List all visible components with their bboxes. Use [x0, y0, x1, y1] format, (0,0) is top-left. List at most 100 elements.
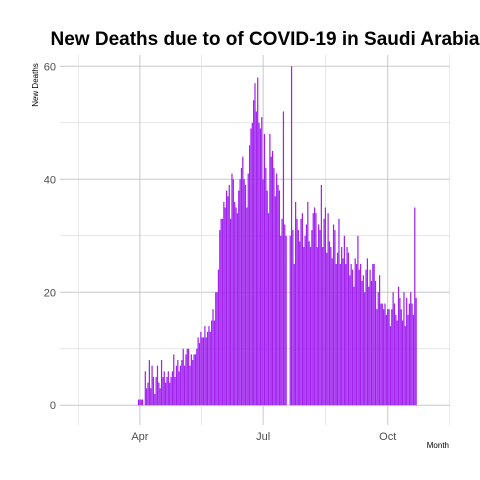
bar: [372, 264, 374, 406]
bar: [376, 309, 378, 406]
bar: [395, 314, 397, 406]
bar: [334, 230, 336, 406]
bar: [301, 213, 304, 406]
bar: [230, 218, 232, 406]
bar: [173, 354, 175, 406]
bar: [336, 252, 339, 406]
bar: [393, 303, 396, 406]
bar: [318, 224, 320, 406]
bar: [397, 286, 400, 406]
bar: [415, 297, 417, 406]
bar: [179, 365, 182, 406]
bar: [373, 264, 375, 406]
bar: [265, 167, 267, 406]
bar: [204, 326, 206, 406]
bar: [338, 218, 340, 406]
bar: [200, 331, 202, 406]
bar: [248, 145, 251, 406]
bar: [339, 264, 341, 406]
bar: [354, 258, 356, 406]
bar: [312, 213, 314, 406]
bar: [285, 235, 287, 406]
bar: [225, 190, 228, 406]
bar: [307, 201, 309, 406]
bar: [381, 303, 383, 406]
bar: [304, 235, 306, 406]
bar: [322, 247, 324, 406]
bar: [289, 235, 291, 406]
bar: [170, 376, 172, 406]
bar: [328, 241, 331, 406]
bar: [309, 247, 312, 406]
bar: [190, 354, 192, 406]
bar: [219, 230, 221, 406]
bar: [239, 179, 241, 406]
y-tick-label: 20: [44, 287, 56, 299]
bar: [242, 156, 244, 406]
bar: [211, 320, 213, 406]
bar: [368, 286, 370, 406]
bar: [380, 303, 382, 406]
bar: [357, 235, 359, 406]
bar: [331, 258, 333, 406]
bar: [160, 360, 163, 406]
bar: [197, 337, 199, 406]
bar: [251, 122, 253, 406]
bar: [341, 247, 343, 406]
bar: [156, 365, 159, 406]
bar: [290, 66, 293, 406]
bar: [215, 292, 217, 406]
bar: [319, 230, 321, 406]
x-tick-label: Oct: [379, 431, 396, 443]
bar: [231, 173, 233, 406]
bar: [212, 309, 214, 406]
bar: [353, 286, 355, 406]
bar: [316, 247, 318, 406]
bar: [206, 331, 209, 406]
bar: [313, 207, 316, 406]
y-tick-label: 60: [44, 61, 56, 73]
bar: [369, 269, 371, 406]
bar: [347, 252, 350, 406]
bar: [177, 360, 179, 406]
bar: [163, 371, 165, 406]
bar: [323, 218, 325, 406]
bar: [269, 134, 271, 406]
bar: [201, 337, 203, 406]
bar: [277, 184, 279, 406]
bar: [208, 326, 210, 406]
bar: [150, 388, 152, 406]
bar: [377, 292, 379, 406]
bar: [257, 77, 259, 406]
bar: [343, 235, 345, 406]
bar: [250, 128, 252, 406]
bar: [411, 303, 413, 406]
bar: [198, 343, 201, 406]
bar: [410, 292, 412, 406]
bar: [282, 111, 285, 406]
bar: [358, 269, 360, 406]
bar: [387, 309, 389, 406]
bar: [141, 399, 144, 406]
bar: [146, 388, 148, 406]
bar: [361, 280, 363, 406]
bar: [140, 399, 142, 406]
bar: [221, 218, 224, 406]
bar: [178, 371, 180, 406]
bar: [401, 320, 404, 406]
bar: [273, 167, 275, 406]
bar: [217, 269, 220, 406]
bar: [183, 365, 186, 406]
ticks-layer: 0 20 40 60 Apr Jul Oct: [44, 61, 397, 443]
bar: [299, 241, 301, 406]
bar: [332, 224, 335, 406]
bar: [137, 399, 140, 406]
bar: [228, 184, 230, 406]
bar: [366, 258, 369, 406]
bar: [205, 337, 207, 406]
bar: [189, 365, 191, 406]
bar: [281, 218, 283, 406]
bar: [223, 201, 225, 406]
